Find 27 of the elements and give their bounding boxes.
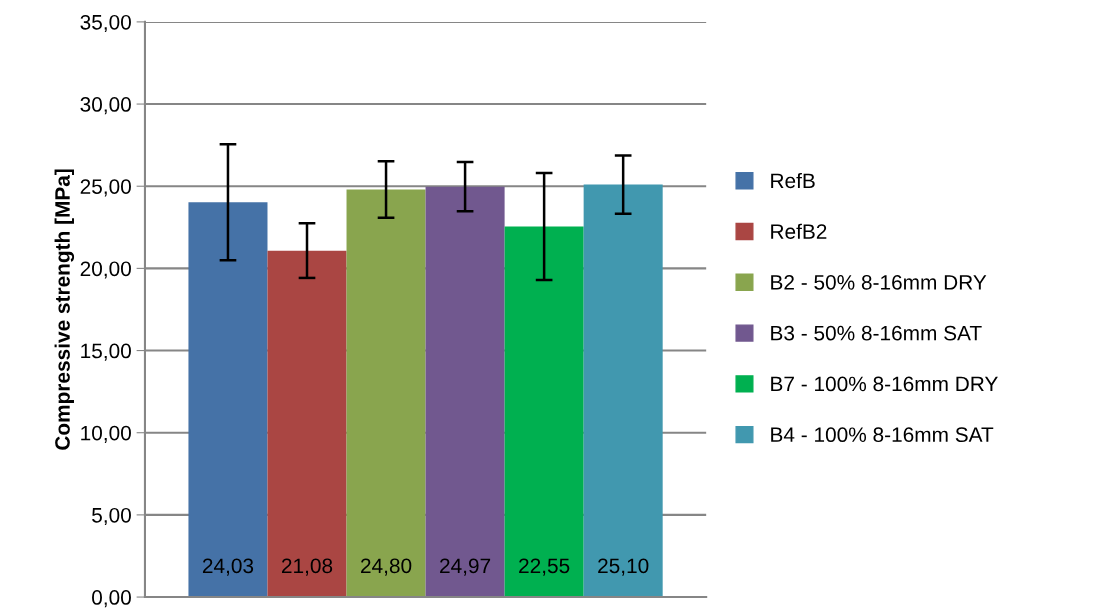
y-tick-label: 10,00 (81, 425, 131, 443)
data-label: 21,08 (281, 558, 333, 576)
data-label: 24,03 (202, 558, 254, 576)
y-tick-label: 20,00 (80, 261, 131, 279)
legend-label: B4 - 100% 8-16mm SAT (771, 427, 994, 443)
bar (346, 189, 426, 598)
bar (188, 202, 268, 598)
bar (504, 226, 584, 598)
data-label: 25,10 (598, 558, 649, 576)
y-tick-label: 25,00 (80, 179, 131, 197)
y-tick-label: 35,00 (80, 14, 131, 33)
legend-label: RefB (771, 172, 815, 189)
legend-label: B3 - 50% 8-16mm SAT (771, 325, 982, 341)
legend-label: RefB2 (771, 223, 827, 239)
y-tick-label: 15,00 (81, 343, 131, 361)
y-tick-label: 5,00 (92, 507, 131, 526)
legend-label: B7 - 100% 8-16mm DRY (771, 376, 998, 392)
y-axis-title: Compressive strength [MPa] (54, 169, 75, 450)
bar (425, 186, 505, 598)
y-tick-label: 0,00 (92, 590, 131, 608)
legend-label: B2 - 50% 8-16mm DRY (771, 274, 987, 290)
bar (583, 184, 663, 598)
data-label: 24,80 (361, 558, 412, 576)
y-tick-label: 30,00 (80, 97, 131, 115)
data-label: 22,55 (519, 558, 570, 576)
bar (267, 250, 347, 598)
data-label: 24,97 (440, 558, 491, 576)
